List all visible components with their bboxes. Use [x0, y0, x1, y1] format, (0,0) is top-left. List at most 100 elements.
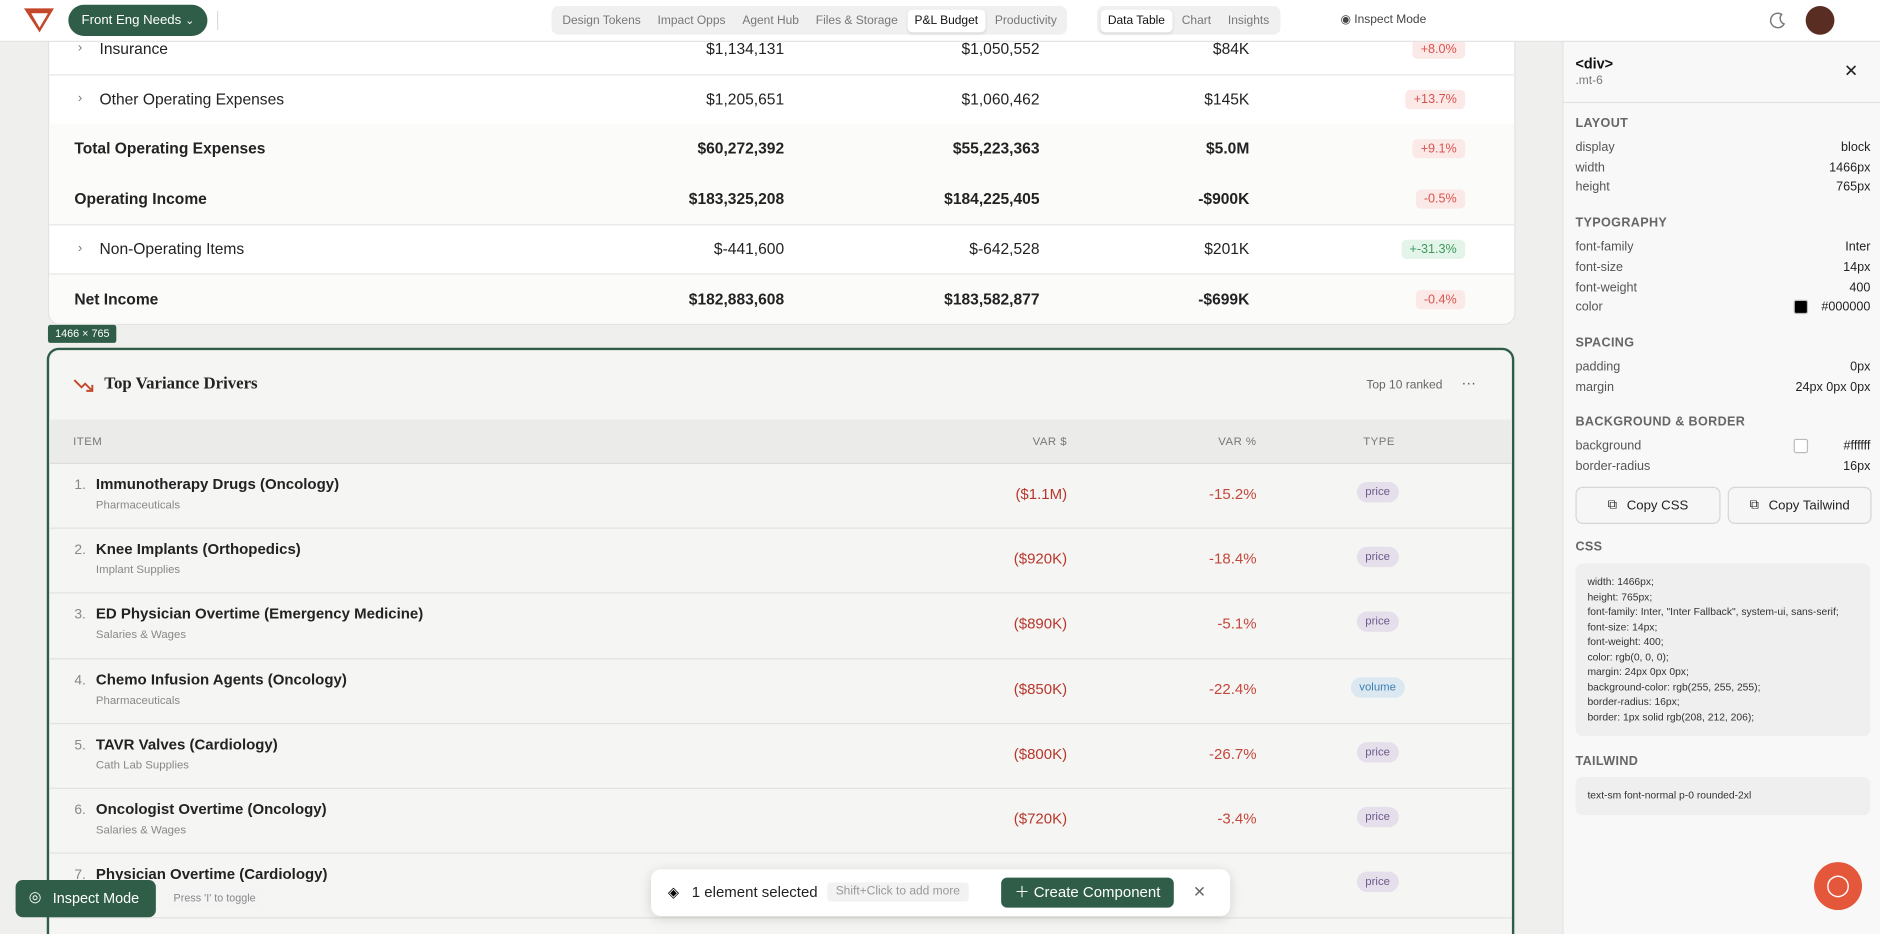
budget: $1,060,462 [961, 89, 1040, 108]
driver-row: 3. ED Physician Overtime (Emergency Medic… [49, 593, 1512, 659]
property-name: background [1575, 439, 1642, 454]
section-heading: LAYOUT [1575, 116, 1629, 131]
css-line: height: 765px; [1587, 590, 1653, 603]
property-row: font-family Inter [1575, 240, 1870, 254]
actual: $182,883,608 [688, 289, 785, 308]
property-row: font-weight 400 [1575, 280, 1870, 294]
item-name: Immunotherapy Drugs (Oncology) [95, 475, 340, 493]
var-percent: -3.4% [1217, 810, 1257, 828]
property-row: color #000000 [1575, 299, 1870, 315]
property-value: 765px [1836, 180, 1871, 195]
variance: -$699K [1198, 289, 1250, 308]
col-header: VAR $ [1032, 435, 1068, 449]
variance: $5.0M [1206, 139, 1250, 158]
driver-row: 4. Chemo Infusion Agents (Oncology) Pharma… [49, 658, 1512, 724]
change-badge: -0.4% [1415, 289, 1466, 309]
trend-icon [73, 379, 94, 392]
nav-tab[interactable]: Impact Opps [657, 13, 726, 27]
variance: $201K [1204, 239, 1250, 258]
brand-button[interactable]: Front Eng Needs ⌄ [68, 4, 208, 36]
change-badge: +8.0% [1412, 39, 1466, 59]
css-line: font-weight: 400; [1587, 635, 1664, 648]
element-tag: <div> [1575, 55, 1614, 72]
col-header: ITEM [73, 435, 103, 449]
expand-chevron[interactable]: › [77, 90, 83, 106]
copy-tailwind-button[interactable]: ⧉ Copy Tailwind [1727, 486, 1872, 524]
close-button[interactable]: ✕ [1844, 61, 1859, 81]
item-name: Oncologist Overtime (Oncology) [95, 800, 327, 818]
inspect-label: Inspect Mode [1354, 13, 1427, 27]
budget: $1,050,552 [961, 39, 1040, 58]
nav-tab[interactable]: Design Tokens [562, 13, 641, 27]
pl-row: › Other Operating Expenses $1,205,651 $1,06… [49, 74, 1515, 126]
item-name: Physician Overtime (Cardiology) [95, 865, 328, 883]
divider [1563, 101, 1880, 104]
property-name: display [1575, 140, 1615, 155]
property-row: margin 24px 0px 0px [1575, 380, 1870, 394]
copy-css-button[interactable]: ⧉ Copy CSS [1575, 486, 1721, 524]
view-tab[interactable]: Data Table [1100, 8, 1173, 32]
drivers-card: Top Variance Drivers Top 10 ranked ··· I… [46, 347, 1515, 934]
css-line: width: 1466px; [1587, 575, 1654, 588]
var-percent: -18.4% [1209, 550, 1257, 568]
actual: $60,272,392 [697, 139, 785, 158]
item-category: Pharmaceuticals [95, 498, 181, 512]
variance: $84K [1212, 39, 1250, 58]
copy-css-label: Copy CSS [1626, 498, 1689, 513]
css-line: font-size: 14px; [1587, 620, 1658, 633]
inspect-mode-button[interactable]: ◎ Inspect Mode [15, 880, 156, 918]
theme-toggle[interactable] [1769, 12, 1787, 29]
property-value: 24px 0px 0px [1795, 379, 1871, 394]
row-label: Operating Income [74, 189, 207, 208]
nav-tab[interactable]: Files & Storage [815, 13, 898, 27]
avatar[interactable] [1805, 5, 1835, 35]
view-tab[interactable]: Insights [1227, 13, 1270, 27]
copy-icon: ⧉ [1749, 497, 1760, 512]
tailwind-classes: text-sm font-normal p-0 rounded-2xl [1587, 788, 1752, 801]
var-percent: -26.7% [1209, 745, 1257, 763]
property-name: border-radius [1575, 459, 1651, 474]
nav-tab[interactable]: Productivity [994, 13, 1057, 27]
property-name: margin [1575, 379, 1614, 394]
chat-button[interactable]: ◯ [1814, 862, 1863, 911]
inspect-pill-label: Inspect Mode [52, 889, 140, 907]
inspector-panel: <div> .mt-6 ✕ ⧉ Copy CSS ⧉ Copy Tailwind C… [1562, 40, 1880, 934]
view-group: Data Table Chart Insights [1097, 5, 1280, 35]
expand-chevron[interactable]: › [77, 40, 83, 56]
change-badge: +13.7% [1405, 89, 1466, 109]
card-title: Top Variance Drivers [104, 375, 258, 394]
budget: $183,582,877 [944, 289, 1040, 308]
actual: $-441,600 [713, 239, 785, 258]
pl-row: › Insurance $1,134,131 $1,050,552 $84K +8.0% [49, 24, 1515, 76]
rank: 3. [74, 608, 86, 623]
nav-tab[interactable]: P&L Budget [907, 8, 986, 32]
type-pill: price [1356, 806, 1399, 828]
tailwind-code: text-sm font-normal p-0 rounded-2xl [1575, 776, 1871, 816]
toolbar-hint: Shift+Click to add more [827, 882, 969, 902]
copy-icon: ⧉ [1607, 497, 1618, 512]
expand-chevron[interactable]: › [77, 240, 83, 256]
nav-tab[interactable]: Agent Hub [742, 13, 799, 27]
variance: -$900K [1198, 189, 1250, 208]
type-pill: price [1356, 546, 1399, 568]
rank: 6. [74, 803, 86, 818]
create-component-button[interactable]: ＋ Create Component [1001, 877, 1174, 908]
css-line: font-family: Inter, "Inter Fallback", sy… [1587, 605, 1839, 618]
more-button[interactable]: ··· [1461, 374, 1476, 391]
var-amount: ($890K) [1013, 615, 1068, 633]
pl-row: Net Income $182,883,608 $183,582,877 -$699K… [49, 273, 1515, 324]
actual: $1,205,651 [706, 89, 785, 108]
property-name: width [1575, 160, 1605, 175]
view-tab[interactable]: Chart [1181, 13, 1212, 27]
change-badge: +-31.3% [1401, 239, 1466, 259]
driver-row: 6. Oncologist Overtime (Oncology) Salaries… [49, 788, 1512, 854]
change-badge: +9.1% [1412, 139, 1466, 159]
property-value: 0px [1850, 359, 1871, 374]
property-name: padding [1575, 359, 1621, 374]
rank: 1. [74, 478, 86, 493]
inspect-toggle[interactable]: ◉ Inspect Mode [1340, 13, 1427, 27]
rank: 5. [74, 738, 86, 753]
dismiss-button[interactable]: ✕ [1192, 882, 1207, 901]
element-class: .mt-6 [1575, 74, 1603, 88]
